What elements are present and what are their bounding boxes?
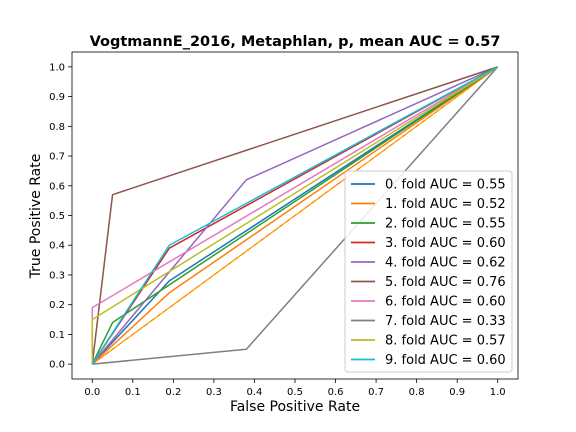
- y-tick-label: 0.7: [49, 152, 65, 163]
- legend: 0. fold AUC = 0.55 1. fold AUC = 0.52 2. f…: [344, 170, 513, 373]
- series-line-fold-1: [91, 66, 499, 365]
- x-tick-label: 0.8: [409, 387, 425, 398]
- y-tick-label: 0.5: [49, 211, 65, 222]
- x-tick-label: 0.6: [328, 387, 344, 398]
- x-axis-label: False Positive Rate: [230, 399, 360, 415]
- legend-entry-label: 3. fold AUC = 0.60: [385, 236, 506, 251]
- x-tick-label: 0.9: [449, 387, 465, 398]
- legend-entry-label: 2. fold AUC = 0.55: [385, 217, 506, 232]
- x-tick-label: 0.4: [247, 387, 263, 398]
- y-tick-label: 0.8: [49, 122, 65, 133]
- x-tick-label: 0.5: [287, 387, 303, 398]
- legend-entry-label: 0. fold AUC = 0.55: [385, 178, 506, 193]
- legend-entry-label: 6. fold AUC = 0.60: [385, 295, 506, 310]
- chart-title: VogtmannE_2016, Metaphlan, p, mean AUC =…: [90, 34, 501, 50]
- x-tick-label: 0.3: [206, 387, 222, 398]
- y-tick-label: 0.2: [49, 300, 65, 311]
- series-line-fold-9: [91, 66, 499, 365]
- series-line-fold-8: [91, 66, 499, 365]
- reference-line-0: [91, 66, 499, 365]
- y-tick-label: 0.9: [49, 92, 65, 103]
- series-line-fold-5: [91, 66, 498, 365]
- y-tick-label: 0.4: [49, 241, 65, 252]
- y-tick-label: 0.0: [49, 360, 65, 371]
- legend-entry-label: 1. fold AUC = 0.52: [385, 197, 506, 212]
- series-line-fold-7: [92, 66, 499, 365]
- x-tick-label: 0.1: [125, 387, 141, 398]
- legend-entry-label: 8. fold AUC = 0.57: [385, 334, 506, 349]
- y-tick-label: 1.0: [49, 62, 65, 73]
- legend-entry-label: 4. fold AUC = 0.62: [385, 256, 506, 271]
- legend-box: [344, 170, 513, 373]
- legend-entry-label: 5. fold AUC = 0.76: [385, 275, 506, 290]
- y-axis-label: True Positive Rate: [28, 154, 44, 280]
- series-line-fold-0: [91, 66, 499, 365]
- legend-entry-label: 7. fold AUC = 0.33: [385, 314, 506, 329]
- y-tick-label: 0.1: [49, 330, 65, 341]
- series-line-fold-4: [91, 66, 499, 365]
- y-tick-label: 0.3: [49, 270, 65, 281]
- x-tick-label: 0.2: [165, 387, 181, 398]
- x-tick-label: 1.0: [490, 387, 506, 398]
- x-tick-label: 0.0: [84, 387, 100, 398]
- plot-area: 0.0 0.1 0.2 0.3 0.4 0.5 0.6 0.7 0.8 0.9 1.0 0.0 0.1 0…: [49, 51, 519, 398]
- x-tick-label: 0.7: [368, 387, 384, 398]
- y-tick-label: 0.6: [49, 181, 65, 192]
- series-line-fold-2: [91, 66, 499, 365]
- legend-entry-label: 9. fold AUC = 0.60: [385, 353, 506, 368]
